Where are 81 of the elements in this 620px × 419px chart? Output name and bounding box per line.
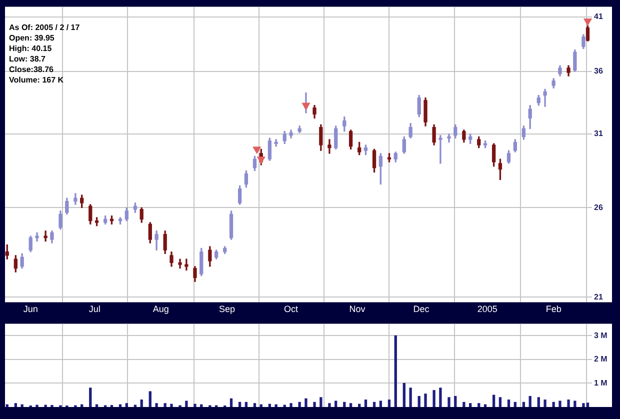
- bar: [586, 402, 590, 407]
- bar: [448, 397, 450, 407]
- bar: [298, 402, 301, 407]
- bar: [567, 400, 570, 407]
- y-tick-label: 3 M: [594, 330, 608, 340]
- bar: [454, 396, 457, 407]
- annotation: As Of: 2005 / 2 / 17: [9, 23, 80, 32]
- x-tick-label: Oct: [284, 304, 299, 314]
- bar: [313, 402, 316, 407]
- x-tick-label: Nov: [349, 304, 366, 314]
- bar: [238, 402, 242, 407]
- bar: [552, 402, 555, 407]
- bar: [418, 396, 420, 407]
- bar: [170, 404, 173, 407]
- bar: [492, 394, 496, 407]
- bar: [364, 400, 368, 407]
- bar: [185, 400, 188, 407]
- bar: [514, 402, 516, 407]
- bar: [14, 403, 18, 407]
- x-tick-label: Sep: [218, 304, 235, 314]
- bar: [328, 403, 331, 407]
- bar: [148, 391, 152, 407]
- bar: [522, 402, 526, 407]
- bar: [125, 403, 128, 407]
- bar: [394, 335, 397, 407]
- y-tick-label: 21: [594, 292, 604, 302]
- bar: [20, 404, 24, 407]
- bar: [409, 388, 412, 407]
- bar: [290, 403, 292, 407]
- x-tick-label: Jul: [88, 304, 100, 314]
- point: [252, 146, 262, 154]
- x-tick-label: Aug: [152, 304, 169, 314]
- bar: [155, 403, 158, 407]
- bar: [432, 390, 436, 407]
- bar: [388, 400, 391, 407]
- bar: [320, 397, 322, 407]
- y-tick-label: 31: [594, 129, 604, 138]
- bar: [304, 398, 308, 407]
- bar: [558, 400, 562, 407]
- bar: [462, 402, 466, 407]
- bar: [582, 403, 585, 407]
- point: [302, 102, 310, 110]
- bar: [164, 403, 166, 407]
- x-tick-label: 2005: [477, 304, 498, 314]
- bar: [537, 397, 540, 407]
- bar: [478, 403, 480, 407]
- annotation: High: 40.15: [9, 44, 52, 54]
- point: [583, 18, 592, 26]
- bar: [439, 388, 442, 407]
- bar: [194, 404, 196, 407]
- x-tick-label: Feb: [546, 304, 562, 314]
- y-tick-label: 2 M: [594, 354, 608, 364]
- bar: [507, 400, 510, 407]
- bar: [498, 397, 502, 407]
- bar: [379, 400, 382, 407]
- y-tick-label: 41: [594, 12, 604, 22]
- bar: [140, 400, 143, 407]
- bar: [89, 388, 92, 407]
- x-tick-label: Jun: [23, 304, 38, 314]
- bar: [372, 402, 376, 407]
- y-tick-label: 26: [594, 202, 604, 212]
- bar: [574, 400, 576, 407]
- y-tick-label: 1 M: [594, 378, 608, 388]
- bar: [349, 403, 352, 407]
- bar: [253, 403, 256, 407]
- y-tick-label: 36: [594, 66, 604, 76]
- x-tick-label: Dec: [413, 304, 430, 314]
- bar: [230, 398, 233, 407]
- annotation: Low: 38.7: [9, 54, 46, 64]
- annotation: Close:38.76: [9, 65, 54, 74]
- bar: [424, 394, 427, 407]
- annotation: Open: 39.95: [9, 34, 55, 43]
- bar: [544, 400, 546, 407]
- bar: [334, 400, 338, 407]
- bar: [469, 403, 472, 407]
- bar: [528, 396, 532, 407]
- bar: [244, 402, 248, 407]
- bar: [343, 402, 346, 407]
- annotation: Volume: 167 K: [9, 76, 64, 85]
- bar: [402, 382, 406, 407]
- point: [256, 156, 266, 164]
